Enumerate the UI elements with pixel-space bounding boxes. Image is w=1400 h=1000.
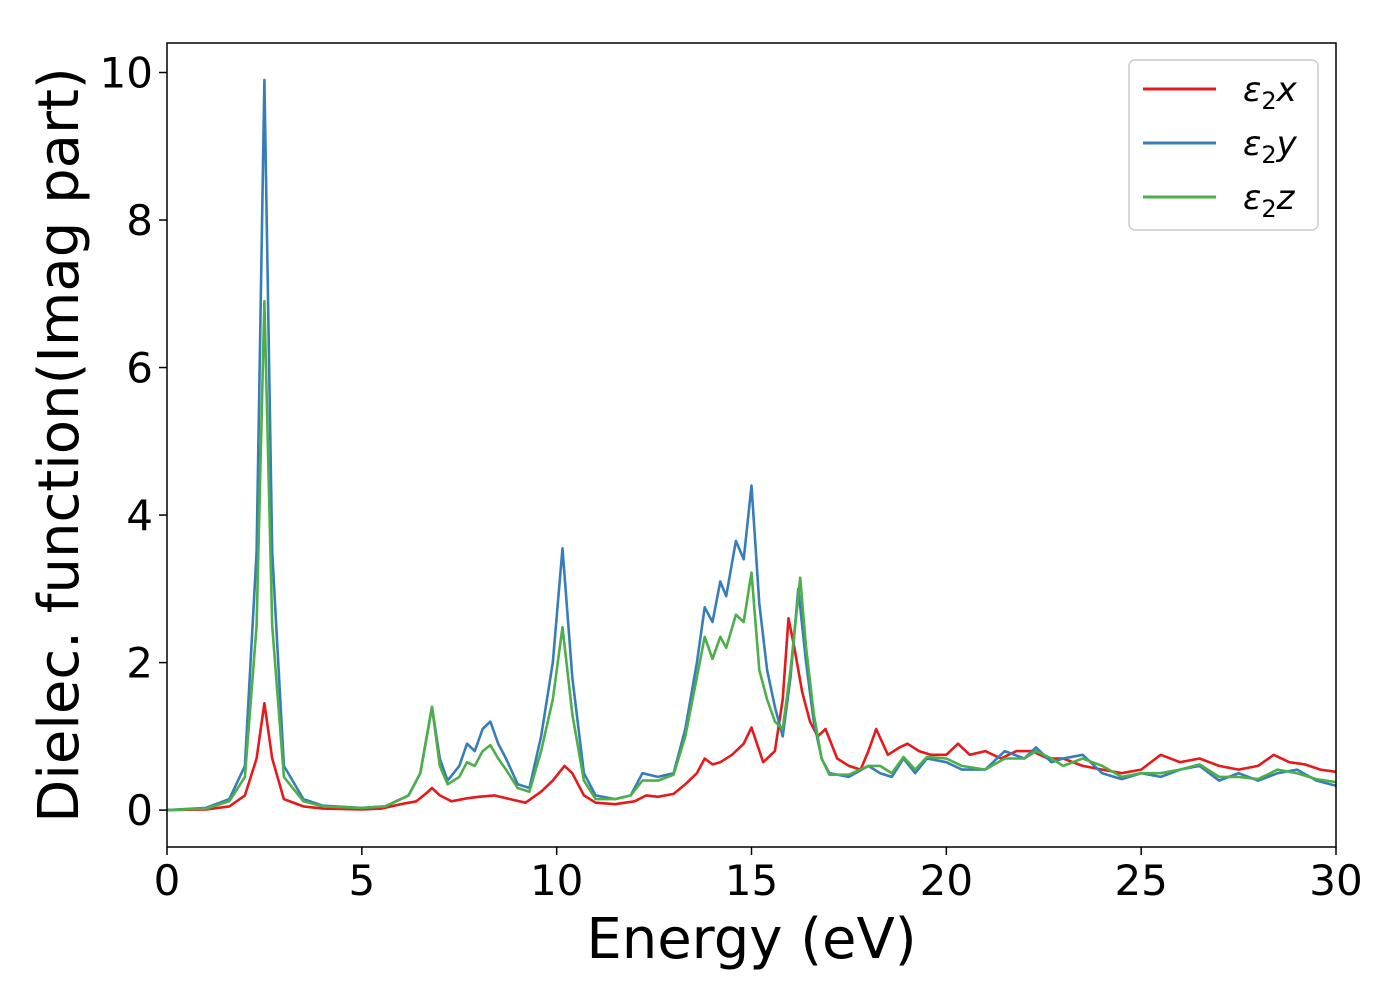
y-tick-label: 2 — [126, 639, 153, 688]
x-axis-title: Energy (eV) — [586, 907, 916, 972]
x-tick-label: 30 — [1309, 856, 1362, 905]
x-tick-label: 10 — [530, 856, 583, 905]
legend-label-x: ε2x — [1243, 70, 1298, 115]
series-line-z — [166, 299, 1337, 812]
legend: ε2x ε2y ε2z — [1128, 59, 1319, 231]
plot-lines — [166, 78, 1337, 812]
legend-box — [1128, 59, 1319, 231]
y-tick-label: 8 — [126, 196, 153, 245]
legend-label-z: ε2z — [1243, 178, 1296, 223]
y-tick-label: 6 — [126, 344, 153, 393]
x-tick-label: 0 — [154, 856, 181, 905]
x-axis: 0 5 10 15 20 25 30 — [154, 847, 1363, 905]
x-tick-label: 5 — [348, 856, 375, 905]
legend-label-y: ε2y — [1243, 124, 1298, 169]
x-tick-label: 25 — [1114, 856, 1167, 905]
x-tick-label: 20 — [920, 856, 973, 905]
y-tick-label: 10 — [100, 49, 153, 98]
x-tick-label: 15 — [725, 856, 778, 905]
y-tick-label: 4 — [126, 491, 153, 540]
series-line-x — [166, 617, 1337, 812]
y-axis: 0 2 4 6 8 10 — [100, 49, 167, 835]
y-tick-label: 0 — [126, 786, 153, 835]
y-axis-title: Dielec. function(Imag part) — [27, 67, 92, 823]
